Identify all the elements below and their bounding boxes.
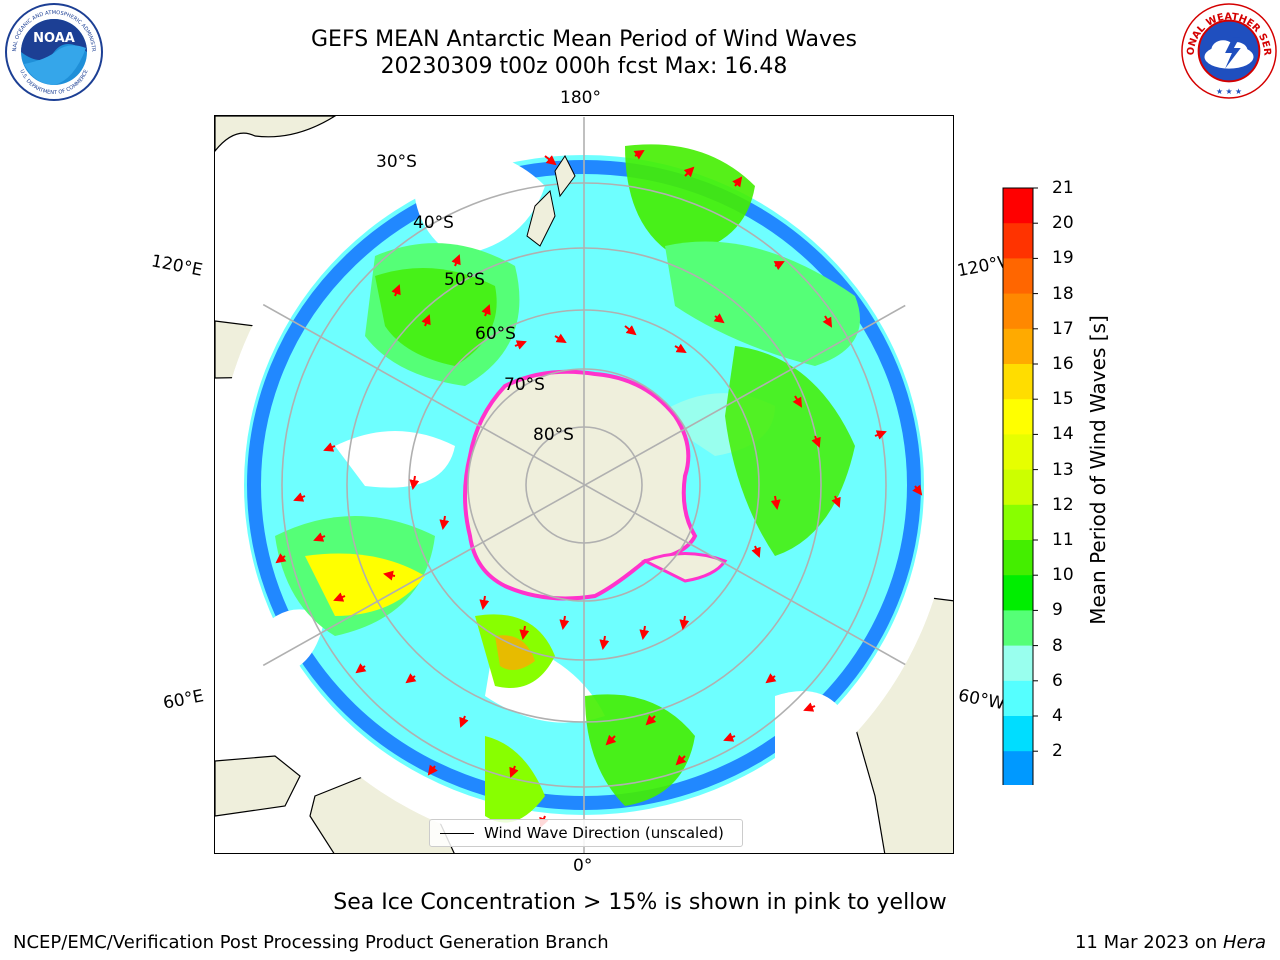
lat-label-80s: 80°S	[533, 425, 574, 445]
lat-label-50s: 50°S	[444, 270, 485, 290]
lon-label-120e: 120°E	[149, 251, 205, 281]
map-legend: Wind Wave Direction (unscaled)	[429, 819, 743, 847]
chart-title: GEFS MEAN Antarctic Mean Period of Wind …	[311, 27, 857, 52]
land-inner	[526, 155, 576, 247]
colorbar-tick-label: 8	[1052, 635, 1063, 656]
colorbar-tick-label: 14	[1052, 424, 1074, 445]
noaa-logo: NOAA NATIONAL OCEANIC AND ATMOSPHERIC AD…	[4, 2, 103, 101]
colorbar	[1002, 187, 1038, 785]
colorbar-segment	[1003, 293, 1033, 330]
polar-map	[215, 116, 953, 853]
wave-direction-arrows	[275, 149, 923, 828]
map-panel: Wind Wave Direction (unscaled)	[214, 115, 954, 854]
colorbar-segment	[1003, 223, 1033, 259]
lat-label-70s: 70°S	[504, 375, 545, 395]
lon-label-0: 0°	[573, 856, 593, 876]
lat-label-40s: 40°S	[413, 213, 454, 233]
svg-text:★ ★ ★: ★ ★ ★	[1216, 87, 1242, 96]
colorbar-tick-label: 17	[1052, 318, 1074, 339]
colorbar-segment	[1003, 399, 1033, 435]
colorbar-tick-label: 19	[1052, 248, 1074, 269]
chart-subtitle: 20230309 t00z 000h fcst Max: 16.48	[380, 54, 788, 79]
lon-label-60e: 60°E	[161, 686, 206, 714]
colorbar-label: Mean Period of Wind Waves [s]	[1086, 315, 1110, 625]
colorbar-segment	[1003, 680, 1033, 717]
lon-label-180: 180°	[560, 88, 601, 108]
colorbar-tick-label: 15	[1052, 389, 1074, 410]
colorbar-segment	[1003, 328, 1033, 365]
colorbar-segment	[1003, 610, 1033, 647]
colorbar-segment	[1003, 258, 1033, 295]
colorbar-tick-label: 6	[1052, 670, 1063, 691]
lon-label-60w: 60°W	[956, 685, 1007, 715]
footer-date: 11 Mar 2023 on Hera	[1075, 932, 1266, 953]
colorbar-tick-label: 21	[1052, 178, 1074, 198]
footer-credit: NCEP/EMC/Verification Post Processing Pr…	[13, 932, 609, 953]
graticule	[216, 117, 952, 853]
legend-line-swatch	[440, 832, 474, 834]
colorbar-segment	[1003, 434, 1033, 471]
colorbar-segment	[1003, 716, 1033, 752]
svg-text:NOAA: NOAA	[33, 31, 75, 46]
colorbar-segment	[1003, 188, 1033, 224]
colorbar-segment	[1003, 504, 1033, 541]
colorbar-tick-label: 4	[1052, 706, 1063, 726]
legend-label: Wind Wave Direction (unscaled)	[484, 824, 724, 842]
colorbar-tick-label: 16	[1052, 354, 1074, 374]
sea-ice-note: Sea Ice Concentration > 15% is shown in …	[333, 890, 947, 915]
colorbar-tick-label: 9	[1052, 600, 1063, 621]
nws-logo: NATIONAL WEATHER SERVICE ★ ★ ★	[1180, 2, 1277, 99]
colorbar-tick-label: 20	[1052, 213, 1074, 234]
colorbar-tick-label: 12	[1052, 494, 1074, 515]
lat-label-30s: 30°S	[376, 152, 417, 172]
footer-date-text: 11 Mar 2023 on	[1074, 932, 1223, 953]
antarctica	[463, 369, 728, 601]
colorbar-segment	[1003, 645, 1033, 682]
colorbar-tick-label: 11	[1052, 530, 1074, 550]
colorbar-segment	[1003, 540, 1033, 576]
colorbar-tick-label: 13	[1052, 459, 1074, 480]
footer-host: Hera	[1222, 932, 1266, 953]
colorbar-tick-label: 2	[1052, 741, 1063, 762]
colorbar-tick-label: 10	[1052, 565, 1074, 586]
colorbar-segment	[1003, 751, 1033, 785]
colorbar-tick-label: 18	[1052, 283, 1074, 304]
colorbar-frame	[1002, 187, 1034, 785]
colorbar-segment	[1003, 575, 1033, 611]
lat-label-60s: 60°S	[475, 324, 516, 344]
colorbar-segment	[1003, 469, 1033, 506]
colorbar-segment	[1003, 364, 1033, 400]
